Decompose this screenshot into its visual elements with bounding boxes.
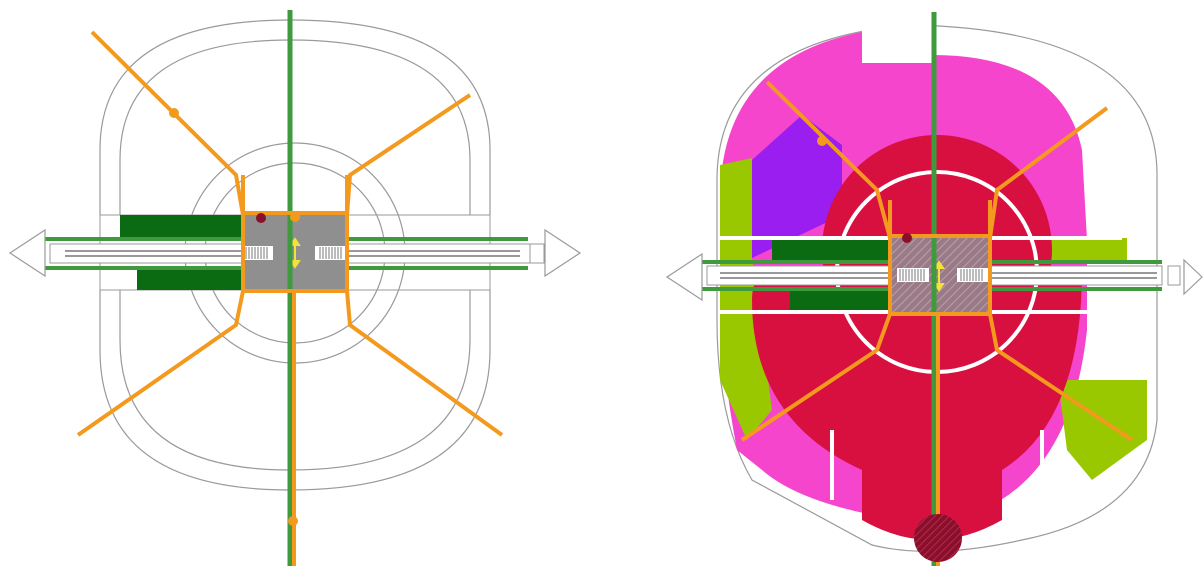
bidirectional-arrow-icon: [933, 260, 945, 292]
arrow-left-icon: [665, 252, 703, 302]
urban-plan-diagram-left: [8, 10, 582, 566]
buffer-stop-right: [529, 243, 545, 264]
road-network: [76, 30, 504, 566]
platform-hatching: [899, 269, 983, 281]
land-use-lime-zone-west: [720, 158, 772, 440]
arrow-right-icon: [544, 228, 582, 278]
node-marker-maroon: [902, 233, 912, 243]
node-marker-maroon: [256, 213, 266, 223]
stop-marker-icon: [288, 516, 298, 526]
land-use-lime-zone-southeast: [1058, 380, 1147, 480]
arrow-right-icon: [1183, 258, 1203, 296]
park-block-south: [137, 268, 245, 290]
stop-marker-icon: [817, 136, 827, 146]
park-block-south: [790, 290, 890, 310]
platform-hatching: [245, 247, 342, 259]
bidirectional-arrow-icon: [289, 237, 301, 269]
notch-white: [862, 18, 932, 63]
middle-ring-outline: [119, 39, 471, 215]
park-block-north: [772, 240, 890, 262]
arrow-left-icon: [8, 228, 46, 278]
stop-marker-icon: [290, 212, 300, 222]
outer-ring-outline: [99, 19, 491, 215]
stop-marker-icon: [169, 108, 179, 118]
outer-ring-outline: [716, 24, 1158, 552]
hatched-node-south: [914, 514, 962, 562]
park-block-north: [120, 215, 245, 238]
urban-plan-diagram-right: [665, 12, 1203, 566]
buffer-stop-right: [1167, 265, 1181, 286]
land-use-purple-zone: [752, 115, 842, 258]
